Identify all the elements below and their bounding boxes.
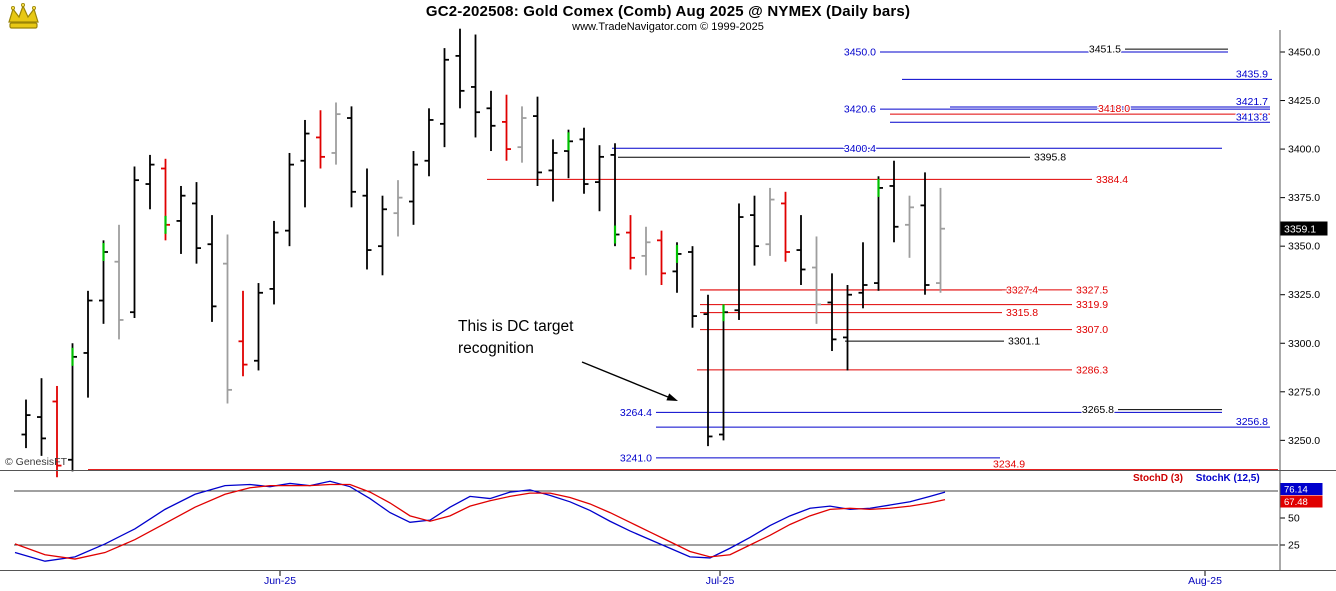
annotation-line-1: This is DC target bbox=[458, 318, 574, 335]
x-axis-label-Jul-25: Jul-25 bbox=[706, 575, 735, 587]
annotation-arrow-line bbox=[581, 361, 669, 398]
annotation-line-2: recognition bbox=[458, 340, 534, 357]
stoch-axis-label: 25 bbox=[1288, 540, 1300, 552]
stoch-line-k bbox=[14, 480, 946, 562]
price-axis-label: 3350.0 bbox=[1288, 241, 1320, 253]
level-label-3286.3: 3286.3 bbox=[1076, 364, 1108, 376]
stoch-badge-blue bbox=[1280, 483, 1323, 495]
tradenavigator-logo-icon bbox=[5, 2, 41, 32]
level-label-3450.0: 3450.0 bbox=[844, 47, 876, 59]
level-label-3301.1: 3301.1 bbox=[1008, 336, 1040, 348]
level-label-3451.5: 3451.5 bbox=[1089, 44, 1121, 56]
price-axis-label: 3325.0 bbox=[1288, 289, 1320, 301]
level-label-3420.6: 3420.6 bbox=[844, 104, 876, 116]
level-label-3319.9: 3319.9 bbox=[1076, 299, 1108, 311]
stoch-badge-value: 76.14 bbox=[1284, 485, 1308, 496]
chart-title: GC2-202508: Gold Comex (Comb) Aug 2025 @… bbox=[425, 3, 911, 20]
last-price-badge bbox=[1280, 221, 1328, 236]
annotation-arrowhead bbox=[666, 393, 678, 401]
price-axis: 3450.0 3425.0 3400.0 3375.0 3350.0 3325.0 3300… bbox=[1280, 47, 1328, 447]
level-label-3400.4: 3400.4 bbox=[844, 143, 876, 155]
level-label-3327.4: 3327.4 bbox=[1006, 285, 1038, 297]
level-label-3264.4: 3264.4 bbox=[620, 407, 652, 419]
stoch-badge-value: 67.48 bbox=[1284, 497, 1308, 508]
last-price-value: 3359.1 bbox=[1284, 224, 1316, 236]
genesis-watermark: © GenesisFT bbox=[5, 456, 68, 468]
legend-stochd[interactable]: StochD (3) bbox=[1133, 473, 1183, 484]
chart-subtitle: www.TradeNavigator.com © 1999-2025 bbox=[572, 21, 764, 33]
level-label-3435.9: 3435.9 bbox=[1236, 68, 1268, 80]
date-axis: Jun-25 Jul-25 Aug-25 bbox=[264, 570, 1222, 587]
level-label-3256.8: 3256.8 bbox=[1236, 416, 1268, 428]
price-axis-label: 3425.0 bbox=[1288, 95, 1320, 107]
level-label-3421.7: 3421.7 bbox=[1236, 96, 1268, 108]
price-axis-label: 3300.0 bbox=[1288, 338, 1320, 350]
level-lines-layer bbox=[88, 48, 1278, 471]
level-label-3234.9: 3234.9 bbox=[993, 459, 1025, 471]
price-axis-label: 3275.0 bbox=[1288, 386, 1320, 398]
level-label-3315.8: 3315.8 bbox=[1006, 307, 1038, 319]
legend-stochk[interactable]: StochK (12,5) bbox=[1195, 473, 1260, 484]
level-label-3418.0: 3418.0 bbox=[1098, 103, 1130, 115]
annotation-arrow bbox=[581, 361, 678, 401]
x-axis-label-Jun-25: Jun-25 bbox=[264, 575, 296, 587]
level-label-3241.0: 3241.0 bbox=[620, 452, 652, 464]
price-axis-label: 3450.0 bbox=[1288, 47, 1320, 59]
level-labels-layer: 3451.5 3450.0 3435.9 3421.7 3420.6 3418.0 3413… bbox=[619, 42, 1270, 472]
price-axis-label: 3375.0 bbox=[1288, 192, 1320, 204]
level-label-3307.0: 3307.0 bbox=[1076, 324, 1108, 336]
stoch-line-d bbox=[14, 483, 946, 560]
price-bars-layer bbox=[21, 28, 945, 478]
level-label-3413.8: 3413.8 bbox=[1236, 111, 1268, 123]
level-label-3265.8: 3265.8 bbox=[1082, 404, 1114, 416]
stoch-badge-red bbox=[1280, 495, 1323, 508]
stochastic-legend: StochD (3) StochK (12,5) bbox=[1133, 473, 1260, 484]
panel-borders bbox=[0, 30, 1336, 571]
stoch-axis-label: 50 bbox=[1288, 513, 1300, 525]
x-axis-label-Aug-25: Aug-25 bbox=[1188, 575, 1222, 587]
price-axis-label: 3400.0 bbox=[1288, 144, 1320, 156]
level-label-3327.5: 3327.5 bbox=[1076, 284, 1108, 296]
level-label-3384.4: 3384.4 bbox=[1096, 174, 1128, 186]
price-axis-label: 3250.0 bbox=[1288, 435, 1320, 447]
dc-target-annotation: This is DC target recognition bbox=[458, 316, 573, 360]
level-label-3395.8: 3395.8 bbox=[1034, 152, 1066, 164]
